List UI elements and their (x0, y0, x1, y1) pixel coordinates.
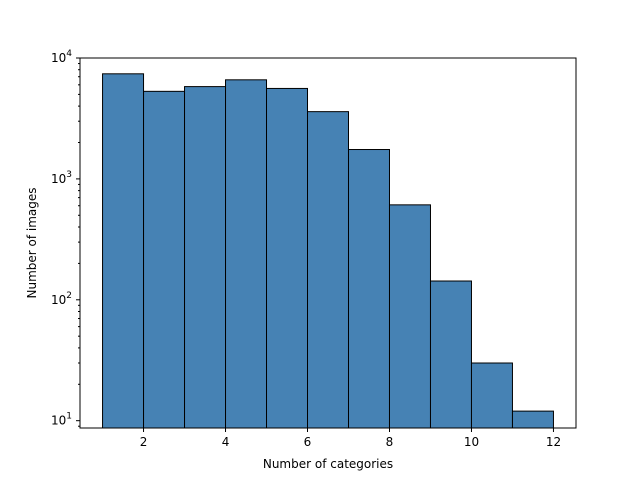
histogram-bar (429, 280, 472, 429)
x-tick-label: 12 (546, 435, 561, 449)
y-tick-label: 103 (51, 170, 72, 186)
plot-frame (79, 57, 577, 429)
histogram-bar (266, 87, 309, 429)
x-axis-label: Number of categories (263, 457, 393, 471)
x-tick-label: 10 (464, 435, 479, 449)
histogram-bar (102, 73, 145, 429)
histogram-bar (225, 79, 268, 429)
y-tick-label: 101 (51, 412, 72, 428)
y-tick-label: 104 (51, 49, 72, 65)
x-tick-label: 6 (304, 435, 312, 449)
bars-group (102, 73, 554, 429)
histogram-bar (143, 90, 186, 429)
x-tick-label: 2 (140, 435, 148, 449)
y-axis-ticks: 101 102 103 104 (51, 49, 80, 428)
y-tick-label: 102 (51, 291, 72, 307)
x-axis-ticks: 2 4 6 8 10 12 (140, 428, 561, 449)
y-axis-label: Number of images (25, 187, 39, 298)
histogram-bar (184, 86, 227, 429)
histogram-bar (307, 111, 349, 429)
x-tick-label: 8 (386, 435, 394, 449)
histogram-bar (470, 362, 513, 429)
histogram-bar (347, 149, 390, 429)
histogram-bar (511, 410, 554, 429)
histogram-bar (388, 204, 431, 429)
x-tick-label: 4 (222, 435, 230, 449)
